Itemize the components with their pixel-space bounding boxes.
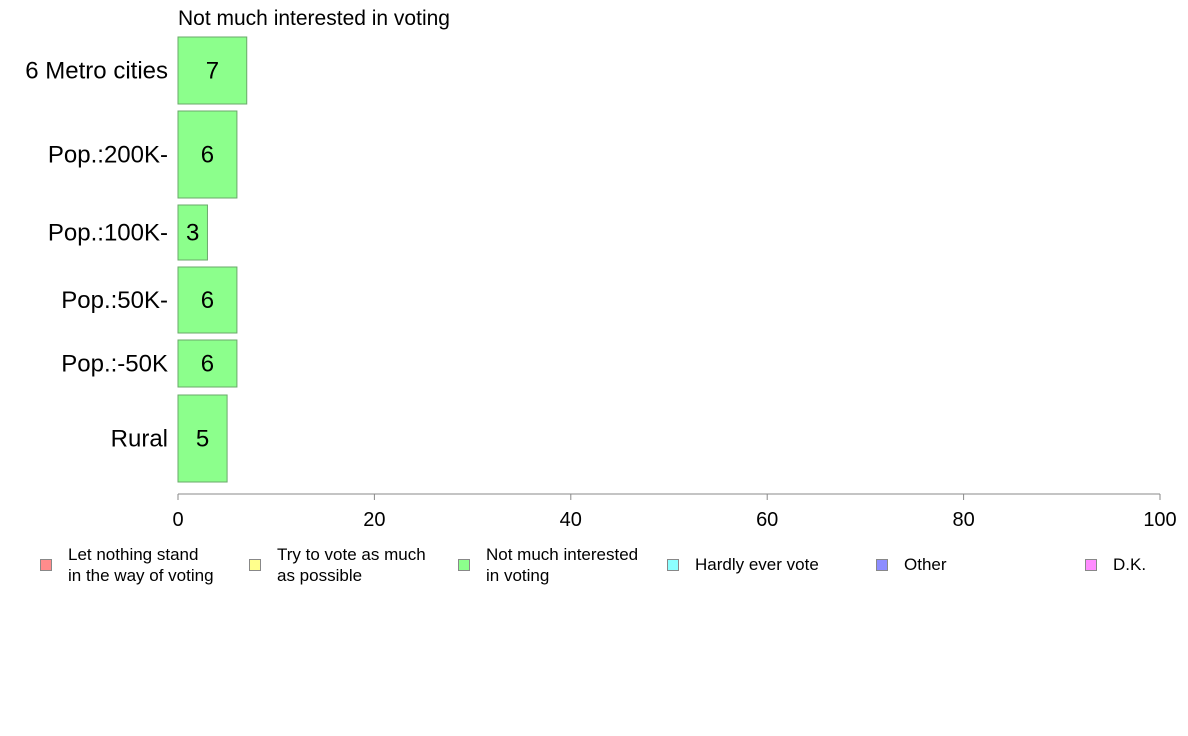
x-tick-label-1: 20 — [363, 509, 385, 531]
category-label-4: Pop.:-50K — [61, 351, 168, 378]
bar-5 — [177, 394, 228, 483]
bars-group: 7 6 Metro cities 6 Pop.:200K- 3 Pop.:100K- 6 Po… — [25, 36, 248, 483]
category-label-0: 6 Metro cities — [25, 58, 168, 85]
legend-item-0: Let nothing stand in the way of voting — [40, 544, 214, 586]
category-label-3: Pop.:50K- — [61, 287, 168, 314]
x-tick-label-4: 80 — [952, 509, 974, 531]
category-label-2: Pop.:100K- — [48, 220, 168, 247]
data-label-0: 7 — [206, 58, 219, 85]
x-tick-label-2: 40 — [560, 509, 582, 531]
x-tick-label-3: 60 — [756, 509, 778, 531]
legend-swatch-2 — [458, 559, 470, 571]
legend-label-1: Try to vote as much as possible — [277, 545, 426, 585]
chart-title: Not much interested in voting — [178, 7, 450, 30]
legend: Let nothing stand in the way of voting Tr… — [0, 544, 1188, 594]
data-label-3: 6 — [201, 287, 214, 314]
legend-swatch-1 — [249, 559, 261, 571]
legend-label-3: Hardly ever vote — [695, 555, 819, 574]
legend-label-5: D.K. — [1113, 555, 1147, 574]
legend-item-2: Not much interested in voting — [458, 544, 638, 586]
legend-label-0: Let nothing stand in the way of voting — [68, 545, 214, 585]
data-label-4: 6 — [201, 351, 214, 378]
data-label-1: 6 — [201, 142, 214, 169]
data-label-5: 5 — [196, 426, 209, 453]
x-tick-label-5: 100 — [1143, 509, 1176, 531]
category-label-1: Pop.:200K- — [48, 142, 168, 169]
bar-2 — [177, 204, 208, 261]
bar-4 — [177, 339, 238, 388]
legend-swatch-0 — [40, 559, 52, 571]
bar-1 — [177, 110, 238, 199]
bar-3 — [177, 266, 238, 334]
legend-item-3: Hardly ever vote — [667, 544, 819, 575]
x-tick-label-0: 0 — [172, 509, 183, 531]
category-label-5: Rural — [111, 426, 168, 453]
legend-swatch-4 — [876, 559, 888, 571]
legend-label-2: Not much interested in voting — [486, 545, 639, 585]
legend-swatch-3 — [667, 559, 679, 571]
legend-swatch-5 — [1085, 559, 1097, 571]
legend-item-4: Other — [876, 544, 947, 575]
data-label-2: 3 — [186, 220, 199, 247]
legend-item-5: D.K. — [1085, 544, 1146, 575]
legend-item-1: Try to vote as much as possible — [249, 544, 426, 586]
legend-label-4: Other — [904, 555, 947, 574]
x-axis: 0 20 40 60 80 100 — [172, 493, 1177, 531]
bar-0 — [177, 36, 248, 105]
